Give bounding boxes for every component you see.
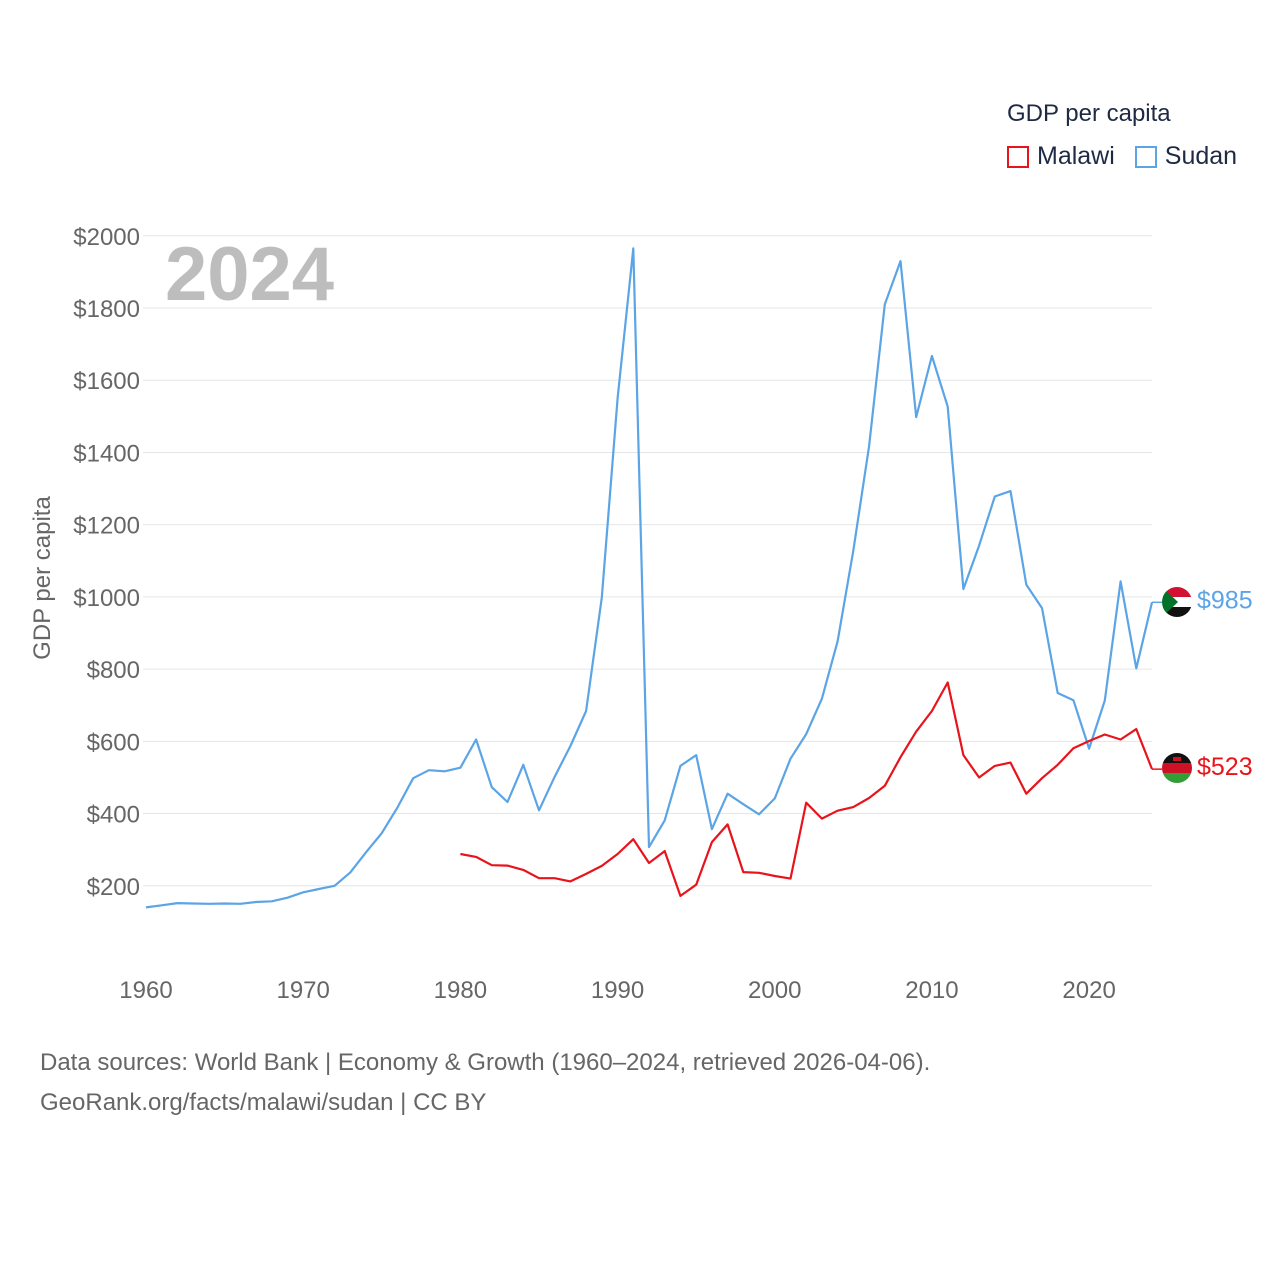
malawi-flag-icon <box>1162 753 1192 783</box>
legend: Malawi Sudan <box>1007 142 1257 171</box>
series-line-malawi <box>460 681 1154 898</box>
legend-swatch-malawi <box>1007 145 1029 168</box>
x-tick-label: 1970 <box>276 977 329 1004</box>
data-source-footer: Data sources: World Bank | Economy & Gro… <box>40 1043 930 1123</box>
y-tick-label: $400 <box>87 802 140 829</box>
gridlines <box>143 235 1152 887</box>
y-tick-label: $1400 <box>73 440 140 467</box>
end-value-label-malawi: $523 <box>1197 753 1253 781</box>
x-tick-label: 2010 <box>905 977 958 1004</box>
sudan-flag-icon <box>1162 587 1192 617</box>
end-value-label-sudan: $985 <box>1197 586 1253 614</box>
y-axis-ticks: $200 $400 $600 $800 $1000 $1200 $1400 $1600 $180… <box>73 224 140 901</box>
y-tick-label: $600 <box>87 729 140 756</box>
y-tick-label: $1800 <box>73 296 140 323</box>
legend-label-malawi: Malawi <box>1037 142 1115 170</box>
source-line: Data sources: World Bank | Economy & Gro… <box>40 1049 931 1076</box>
y-tick-label: $1200 <box>73 513 140 540</box>
x-tick-label: 2020 <box>1062 977 1115 1004</box>
y-tick-label: $200 <box>87 874 140 901</box>
y-axis-title: GDP per capita <box>29 496 56 660</box>
y-tick-label: $800 <box>87 657 140 684</box>
x-tick-label: 1960 <box>119 977 172 1004</box>
x-tick-label: 1990 <box>591 977 644 1004</box>
legend-swatch-sudan <box>1134 145 1157 168</box>
y-tick-label: $2000 <box>73 224 140 251</box>
source-url-line: GeoRank.org/facts/malawi/sudan | CC BY <box>40 1089 487 1116</box>
series-line-sudan <box>145 247 1154 909</box>
x-axis-ticks: 1960 1970 1980 1990 2000 2010 2020 <box>119 977 1116 1004</box>
legend-item-malawi[interactable]: Malawi <box>1007 142 1115 171</box>
x-tick-label: 2000 <box>748 977 801 1004</box>
legend-item-sudan[interactable]: Sudan <box>1134 142 1238 171</box>
x-tick-label: 1980 <box>434 977 487 1004</box>
y-tick-label: $1600 <box>73 368 140 395</box>
legend-title: GDP per capita <box>1007 100 1171 127</box>
y-tick-label: $1000 <box>73 585 140 612</box>
legend-label-sudan: Sudan <box>1164 142 1238 170</box>
year-label: 2024 <box>165 232 334 317</box>
series-layer: $985 $523 <box>145 247 1253 909</box>
